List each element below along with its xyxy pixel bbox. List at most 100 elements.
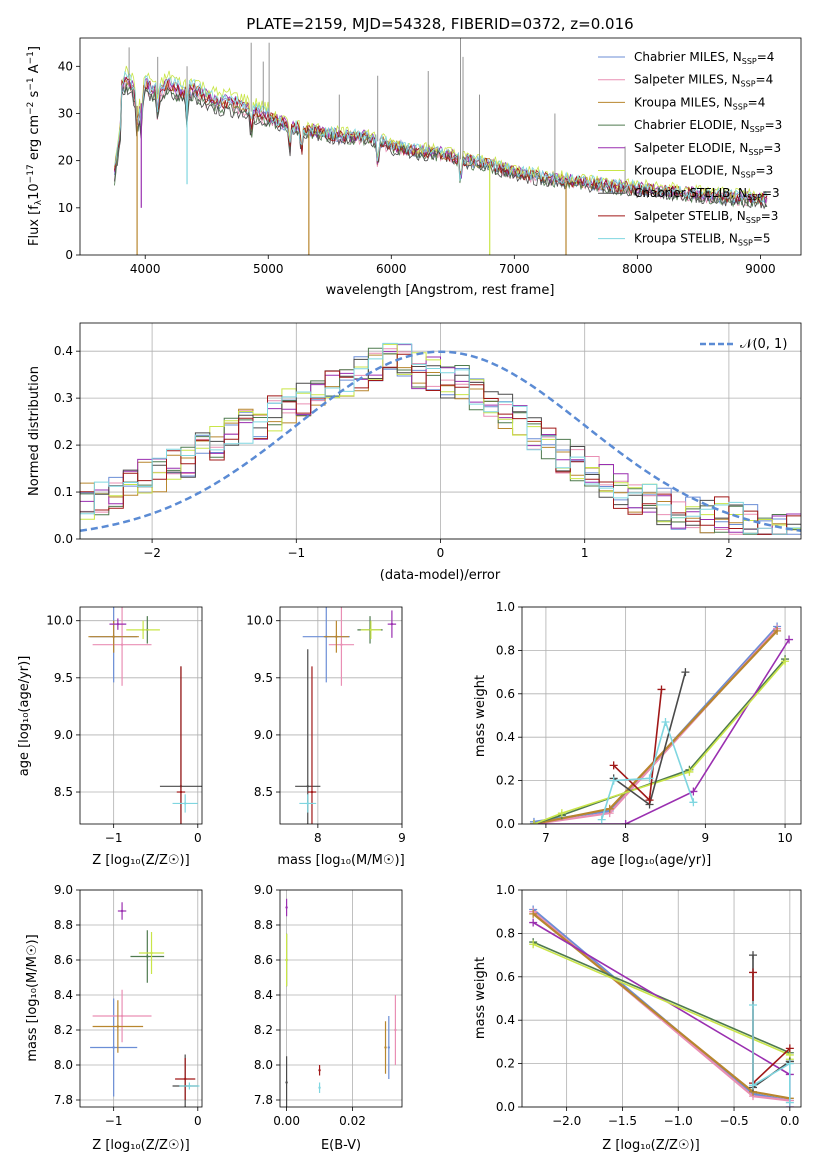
y-tick-label: 8.4 xyxy=(254,988,273,1002)
age-vs-Z-xlabel: Z [log₁₀(Z/Z☉)] xyxy=(92,853,189,868)
point-kroupa-stelib xyxy=(183,802,187,805)
age-vs-mass-xlabel: mass [log₁₀(M/M☉)] xyxy=(277,853,404,868)
plot-marks xyxy=(90,902,200,1107)
weight-kroupa-miles-marker xyxy=(773,626,782,635)
y-tick-label: 7.8 xyxy=(254,1093,273,1107)
residuals-xlabel: (data-model)/error xyxy=(380,568,501,583)
weight-salpeter-stelib-marker xyxy=(785,1044,794,1053)
weight-salpeter-elodie-marker xyxy=(621,820,630,824)
weight-kroupa-elodie-line xyxy=(532,943,791,1060)
weight-kroupa-stelib-line xyxy=(752,1005,791,1103)
spectrum-salpeter-elodie-line xyxy=(114,76,768,204)
weight-kroupa-miles-marker xyxy=(605,804,614,813)
weight-kroupa-elodie-line xyxy=(533,660,786,824)
x-tick-label: −1 xyxy=(105,1114,123,1128)
mass-vs-Z-plot-area: −1 0 7.8 8.0 8.2 8.4 8.6 8.8 9.0 xyxy=(54,883,203,1128)
normal-curve-legend-label: 𝒩(0, 1) xyxy=(740,337,787,352)
x-tick-label: 9 xyxy=(702,831,710,845)
point-chabrier-stelib xyxy=(306,785,309,788)
weight-kroupa-stelib-marker xyxy=(689,798,698,807)
weight-kroupa-elodie-marker xyxy=(529,820,538,824)
weight-chabrier-elodie-line xyxy=(532,941,791,1062)
spectrum-xlabel: wavelength [Angstrom, rest frame] xyxy=(326,283,555,298)
point-kroupa-miles xyxy=(384,1046,387,1049)
y-tick-label: 8.6 xyxy=(54,953,73,967)
legend-label-kroupa-stelib: Kroupa STELIB, NSSP=5 xyxy=(634,232,771,248)
x-tick-label: −1.5 xyxy=(608,1114,637,1128)
spectrum-plot-area: 4000 5000 6000 7000 8000 9000 0 10 20 30 40 xyxy=(58,37,802,276)
figure-title: PLATE=2159, MJD=54328, FIBERID=0372, z=0… xyxy=(246,15,633,33)
weight-vs-age-xlabel: age [log₁₀(age/yr)] xyxy=(591,853,712,868)
point-kroupa-miles xyxy=(112,635,115,638)
x-tick-label: 9000 xyxy=(745,262,776,276)
residuals-legend: 𝒩(0, 1) xyxy=(700,337,787,352)
y-tick-label: 0.0 xyxy=(496,817,515,831)
x-tick-label: 0 xyxy=(194,831,202,845)
x-tick-label: 8000 xyxy=(622,262,653,276)
legend-label-salpeter-elodie: Salpeter ELODIE, NSSP=3 xyxy=(634,141,781,157)
mass-vs-Z-panel: −1 0 7.8 8.0 8.2 8.4 8.6 8.8 9.0 Z [log₁₀(Z/Z☉)]… xyxy=(25,883,203,1153)
y-tick-label: 8.5 xyxy=(254,785,273,799)
x-tick-label: 1 xyxy=(581,546,589,560)
y-tick-label: 8.0 xyxy=(54,1058,73,1072)
spectrum-salpeter-stelib-line xyxy=(114,76,768,207)
spectrum-panel: 4000 5000 6000 7000 8000 9000 0 10 20 30 40 Chabri… xyxy=(26,37,802,298)
weight-vs-Z-xlabel: Z [log₁₀(Z/Z☉)] xyxy=(602,1138,699,1153)
legend-label-chabrier-elodie: Chabrier ELODIE, NSSP=3 xyxy=(634,118,782,134)
x-tick-label: −2 xyxy=(143,546,161,560)
y-tick-label: 1.0 xyxy=(496,883,515,897)
point-kroupa-elodie xyxy=(369,628,373,632)
x-tick-label: 6000 xyxy=(376,262,407,276)
y-tick-label: 0.0 xyxy=(54,532,73,546)
point-salpeter-miles xyxy=(120,1014,124,1018)
y-tick-label: 9.5 xyxy=(54,671,73,685)
mass-vs-ebv-panel: 0.00 0.02 7.8 8.0 8.2 8.4 8.6 8.8 9.0 E(B-V) xyxy=(254,883,403,1153)
plot-marks xyxy=(285,898,397,1107)
weight-kroupa-elodie-marker xyxy=(781,657,790,666)
point-salpeter-elodie xyxy=(390,622,394,626)
y-tick-label: 0.2 xyxy=(54,438,73,452)
point-salpeter-miles xyxy=(120,643,124,646)
weight-vs-age-plot-area: 7 8 9 10 0.0 0.2 0.4 0.6 0.8 1.0 xyxy=(496,600,802,845)
legend-label-chabrier-miles: Chabrier MILES, NSSP=4 xyxy=(634,50,774,66)
weight-vs-Z-ylabel: mass weight xyxy=(473,957,488,1039)
weight-kroupa-elodie-marker xyxy=(529,940,538,949)
weight-salpeter-elodie-marker xyxy=(689,787,698,796)
weight-kroupa-stelib-marker xyxy=(749,1001,758,1010)
y-tick-label: 0.8 xyxy=(496,643,515,657)
mass-vs-Z-xlabel: Z [log₁₀(Z/Z☉)] xyxy=(92,1138,189,1153)
legend-label-kroupa-elodie: Kroupa ELODIE, NSSP=3 xyxy=(634,164,773,180)
weight-salpeter-stelib-marker xyxy=(749,968,758,977)
point-kroupa-stelib xyxy=(306,802,309,805)
point-kroupa-elodie xyxy=(285,958,288,962)
point-kroupa-stelib xyxy=(318,1086,321,1089)
weight-kroupa-stelib-marker xyxy=(597,815,606,824)
spectrum-ylabel: Flux [fλ10−17 erg cm−2 s−1 A−1] xyxy=(26,46,44,246)
plot-marks xyxy=(114,38,768,255)
legend-label-chabrier-stelib: Chabrier STELIB, NSSP=3 xyxy=(634,186,780,202)
plot-marks xyxy=(529,905,794,1107)
point-salpeter-stelib xyxy=(310,790,314,794)
point-chabrier-miles xyxy=(112,1046,115,1049)
weight-salpeter-miles-line xyxy=(533,627,778,824)
y-tick-label: 0 xyxy=(65,248,73,262)
x-tick-label: 0 xyxy=(194,1114,202,1128)
point-kroupa-elodie xyxy=(141,628,145,632)
point-kroupa-elodie xyxy=(150,951,153,955)
y-tick-label: 40 xyxy=(58,59,73,73)
axes-frame xyxy=(79,889,203,1108)
weight-vs-age-panel: 7 8 9 10 0.0 0.2 0.4 0.6 0.8 1.0 age [log₁₀(age/y… xyxy=(473,600,802,868)
weight-kroupa-elodie-marker xyxy=(685,767,694,776)
y-tick-label: 0.6 xyxy=(496,970,515,984)
axes-frame xyxy=(79,322,802,540)
weight-vs-age-ylabel: mass weight xyxy=(473,675,488,757)
y-tick-label: 8.0 xyxy=(254,1058,273,1072)
y-tick-label: 0.2 xyxy=(496,774,515,788)
spectrum-kroupa-elodie-line xyxy=(114,65,768,202)
weight-kroupa-miles-marker xyxy=(529,909,538,918)
y-tick-label: 8.8 xyxy=(254,918,273,932)
y-tick-label: 0.4 xyxy=(496,1013,515,1027)
weight-kroupa-miles-line xyxy=(533,630,778,824)
spectrum-chabrier-stelib-line xyxy=(114,86,768,210)
